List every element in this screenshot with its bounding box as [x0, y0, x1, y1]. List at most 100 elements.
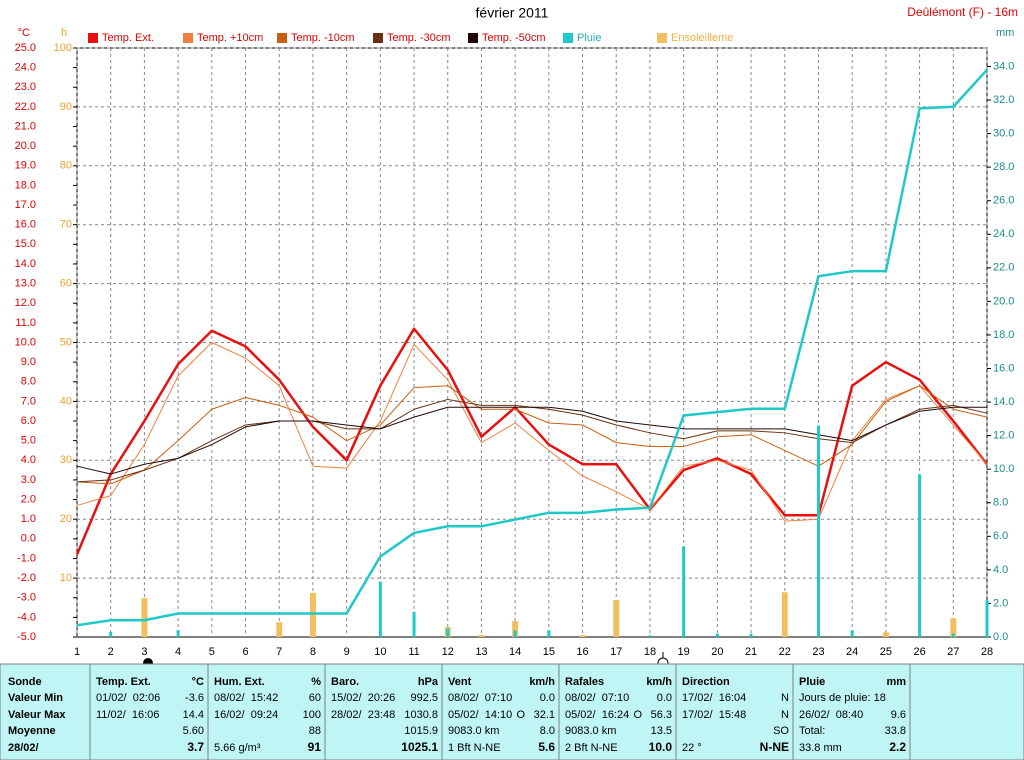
x-tick-label: 18 [644, 646, 656, 658]
x-tick-label: 10 [374, 646, 386, 658]
y-tick-label: 8.0 [21, 376, 36, 388]
legend-swatch [277, 33, 287, 43]
cell-value: N-NE [760, 740, 789, 754]
cell-value: 33.8 [885, 725, 906, 737]
y2-tick-label: 26.0 [993, 195, 1014, 207]
cell-value: 10.0 [649, 740, 673, 754]
column-header: Pluie [799, 676, 825, 688]
y2-axis-unit: mm [996, 27, 1014, 39]
cell-text: 28/02/ 23:48 [331, 709, 395, 721]
y2-tick-label: 34.0 [993, 60, 1014, 72]
cell-text: 11/02/ 16:06 [96, 709, 159, 721]
row-label: Moyenne [8, 725, 56, 737]
x-tick-label: 26 [913, 646, 925, 658]
column-unit: km/h [529, 676, 555, 688]
x-tick-label: 13 [475, 646, 487, 658]
rain-bar [850, 630, 854, 637]
x-tick-label: 2 [108, 646, 114, 658]
x-tick-label: 20 [711, 646, 723, 658]
cell-value: 3.7 [187, 740, 204, 754]
cell-value: 5.6 [538, 740, 555, 754]
cell-text: O [633, 709, 642, 721]
sunshine-bar [613, 599, 620, 637]
h-tick-label: 20 [60, 513, 72, 525]
y-tick-label: 23.0 [15, 81, 36, 93]
y2-tick-label: 0.0 [993, 631, 1008, 643]
cell-text: 08/02/ 07:10 [448, 692, 512, 704]
y-tick-label: 16.0 [15, 219, 36, 231]
rain-bar [446, 628, 450, 637]
series-line [76, 342, 988, 522]
row-label: Valeur Min [8, 692, 63, 704]
y2-tick-label: 2.0 [993, 597, 1008, 609]
x-tick-label: 9 [344, 646, 350, 658]
column-unit: °C [192, 676, 204, 688]
y-tick-label: 7.0 [21, 395, 36, 407]
y2-tick-label: 24.0 [993, 228, 1014, 240]
h-tick-label: 30 [60, 454, 72, 466]
cell-text: 22 ° [682, 742, 702, 754]
cell-value: 88 [309, 725, 321, 737]
y-tick-label: 5.0 [21, 435, 36, 447]
cell-value: 1030.8 [404, 709, 438, 721]
column-unit: mm [886, 676, 906, 688]
x-tick-label: 4 [175, 646, 181, 658]
cell-value: N [781, 709, 789, 721]
rain-bar [985, 600, 989, 637]
column-header: Rafales [565, 676, 604, 688]
y2-tick-label: 8.0 [993, 497, 1008, 509]
cell-value: SO [773, 725, 789, 737]
cell-value: 1025.1 [401, 740, 438, 754]
series-line [76, 68, 988, 627]
cell-text: 01/02/ 02:06 [96, 692, 160, 704]
sunshine-bar [478, 635, 485, 637]
y-tick-label: 11.0 [15, 317, 36, 329]
row-label: 28/02/ [8, 742, 39, 754]
chart-background [0, 0, 1024, 664]
y-tick-label: 25.0 [15, 42, 36, 54]
legend-label: Temp. +10cm [197, 32, 263, 44]
cell-value: 13.5 [651, 725, 672, 737]
y-tick-label: 24.0 [15, 62, 36, 74]
y2-tick-label: 14.0 [993, 396, 1014, 408]
cell-value: 5.60 [183, 725, 204, 737]
y2-tick-label: 30.0 [993, 127, 1014, 139]
rain-bar [378, 581, 382, 637]
h-tick-label: 70 [60, 219, 72, 231]
column-header: Hum. Ext. [214, 676, 265, 688]
series-line [75, 327, 988, 556]
legend-label: Temp. -30cm [387, 32, 451, 44]
x-tick-label: 24 [846, 646, 858, 658]
x-tick-label: 21 [745, 646, 757, 658]
column-header: Baro. [331, 676, 359, 688]
chart-title: février 2011 [476, 5, 549, 21]
rain-bar [951, 633, 955, 637]
cell-text: 33.8 mm [799, 742, 842, 754]
x-tick-label: 17 [610, 646, 622, 658]
y2-tick-label: 28.0 [993, 161, 1014, 173]
y-tick-label: 4.0 [21, 454, 36, 466]
row-label: Valeur Max [8, 709, 66, 721]
cell-text: Jours de pluie: 18 [799, 692, 886, 704]
rain-bar [648, 635, 652, 637]
y-tick-label: 14.0 [15, 258, 36, 270]
cell-text: 5.66 g/m³ [214, 742, 261, 754]
legend-label: Temp. -10cm [291, 32, 355, 44]
x-tick-label: 11 [408, 646, 419, 658]
x-tick-label: 23 [812, 646, 824, 658]
y-tick-label: 2.0 [21, 493, 36, 505]
x-tick-label: 7 [276, 646, 282, 658]
sunshine-bar [512, 621, 519, 637]
sunshine-bar [950, 618, 957, 637]
y-tick-label: 0.0 [21, 533, 36, 545]
cell-value: N [781, 692, 789, 704]
y-axis-unit: °C [18, 27, 30, 39]
y-tick-label: 1.0 [21, 513, 36, 525]
x-tick-label: 22 [779, 646, 791, 658]
x-tick-label: 28 [981, 646, 993, 658]
legend-label: Pluie [577, 32, 601, 44]
cell-text: 9083.0 km [448, 725, 499, 737]
y-tick-label: 15.0 [15, 238, 36, 250]
stats-table [0, 663, 1024, 760]
y-tick-label: 18.0 [15, 179, 36, 191]
